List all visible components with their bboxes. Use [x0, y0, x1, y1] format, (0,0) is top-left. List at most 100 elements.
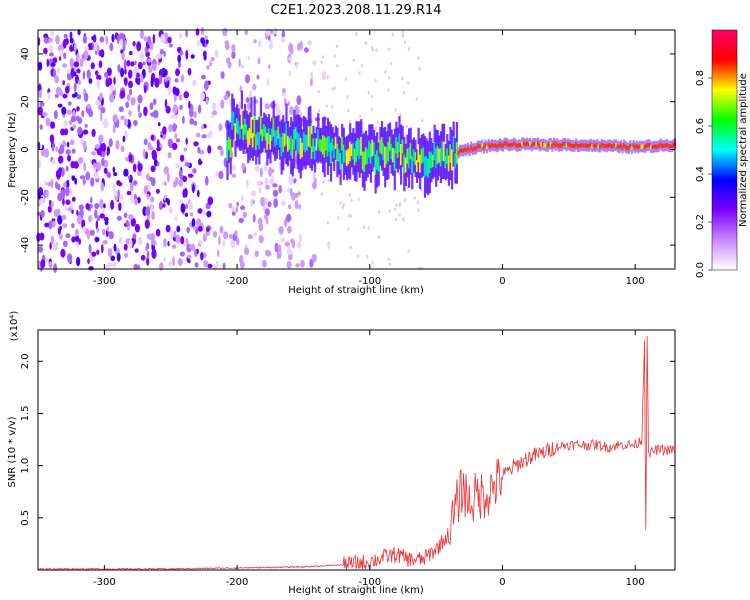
spectrogram-cell: [326, 136, 329, 157]
spectrogram-cell: [124, 77, 128, 86]
spectrogram-cell: [104, 71, 109, 78]
spectrogram-cell: [603, 143, 607, 148]
spectrogram-cell: [174, 133, 178, 139]
spectrogram-cell: [142, 149, 146, 158]
spectrogram-cell: [76, 68, 81, 74]
spectrogram-cell: [611, 144, 614, 149]
spectrogram-cell: [88, 215, 92, 223]
spectrogram-cell: [110, 199, 115, 210]
spectrogram-cell: [420, 266, 423, 271]
spectrogram-cell: [88, 243, 92, 254]
spectrogram-cell: [47, 220, 53, 229]
spectrogram-y-label: Frequency (Hz): [7, 112, 18, 188]
spectrogram-cell: [562, 141, 565, 146]
spectrogram-cell: [151, 248, 157, 259]
spectrogram-cell: [188, 201, 193, 211]
spectrogram-cell: [653, 144, 656, 149]
spectrogram-cell: [348, 192, 352, 197]
spectrogram-cell: [52, 69, 57, 78]
spectrogram-cell: [188, 100, 191, 109]
spectrogram-cell: [498, 142, 501, 147]
spectrogram-cell: [215, 171, 219, 177]
spectrogram-cell: [101, 157, 105, 167]
spectrogram-cell: [247, 234, 253, 240]
spectrogram-cell: [112, 114, 118, 123]
spectrogram-cell: [48, 44, 54, 53]
spectrogram-cell: [130, 194, 135, 204]
spectrogram-cell: [43, 47, 48, 55]
spectrogram-cell: [394, 217, 398, 222]
spectrogram-cell: [463, 147, 466, 152]
spectrogram-cell: [39, 101, 45, 107]
spectrogram-cell: [274, 130, 277, 147]
spectrogram-y-ticks: -40 -20 0 20 40: [20, 48, 675, 253]
snr-y-scale-label: (x10⁴): [9, 311, 20, 342]
spectrogram-cell: [318, 138, 321, 151]
spectrogram-cell: [57, 103, 63, 108]
x-tick-label: 0: [499, 577, 505, 588]
spectrogram-cell: [75, 234, 79, 242]
spectrogram-cell: [83, 92, 89, 103]
spectrogram-cell: [196, 39, 201, 47]
spectrogram-cell: [368, 140, 371, 158]
spectrogram-cell: [169, 229, 174, 239]
spectrogram-cell: [74, 177, 78, 185]
spectrogram-cell: [349, 245, 353, 250]
spectrogram-cell: [146, 256, 150, 266]
spectrogram-cell: [120, 145, 125, 153]
spectrogram-cell: [137, 61, 143, 70]
spectrogram-cell: [100, 106, 106, 114]
spectrogram-cell: [298, 204, 302, 210]
spectrogram-cell: [98, 134, 104, 143]
spectrogram-cell: [177, 258, 183, 266]
spectrogram-cell: [85, 203, 90, 210]
spectrogram-cell: [543, 143, 546, 147]
spectrogram-cell: [401, 139, 404, 154]
spectrogram-cell: [325, 137, 328, 151]
spectrogram-cell: [479, 144, 482, 149]
spectrogram-cell: [85, 171, 90, 181]
spectrogram-cell: [180, 203, 186, 214]
spectrogram-cell: [87, 258, 90, 265]
spectrogram-cell: [231, 111, 234, 130]
spectrogram-cell: [333, 86, 336, 90]
spectrogram-cell: [267, 128, 271, 144]
spectrogram-cell: [90, 151, 97, 156]
spectrogram-cell: [417, 56, 420, 60]
spectrogram-cell: [215, 261, 219, 268]
spectrogram-cell: [134, 198, 138, 206]
spectrogram-cell: [341, 136, 344, 151]
spectrogram-cell: [395, 137, 398, 154]
spectrogram-cell: [376, 150, 379, 170]
spectrogram-cell: [187, 254, 192, 259]
spectrogram-cell: [261, 129, 264, 142]
spectrogram-cell: [554, 143, 557, 148]
spectrogram-cell: [152, 109, 159, 119]
spectrogram-cell: [189, 212, 194, 217]
spectrogram-cell: [654, 144, 657, 149]
spectrogram-cell: [146, 193, 150, 200]
spectrogram-cell: [519, 143, 522, 148]
spectrogram-cell: [431, 154, 435, 168]
spectrogram-cell: [360, 63, 364, 68]
spectrogram-cell: [82, 129, 89, 135]
spectrogram-cell: [258, 186, 262, 194]
spectrogram-cell: [202, 37, 205, 47]
spectrogram-cell: [150, 134, 155, 141]
spectrogram-cell: [164, 98, 168, 108]
spectrogram-cell: [169, 43, 173, 48]
spectrogram-cell: [236, 237, 240, 246]
colorbar-frame: [711, 29, 738, 271]
spectrogram-cell: [70, 59, 74, 65]
spectrogram-cell: [163, 237, 167, 248]
spectrogram-cell: [192, 168, 197, 174]
spectrogram-cell: [62, 80, 65, 86]
spectrogram-cell: [419, 154, 422, 173]
spectrogram-cell: [128, 109, 132, 117]
spectrogram-cell: [253, 39, 257, 44]
spectrogram-cell: [396, 142, 399, 158]
spectrogram-cell: [184, 212, 189, 217]
spectrogram-cell: [163, 50, 166, 58]
spectrogram-cell: [548, 142, 551, 147]
